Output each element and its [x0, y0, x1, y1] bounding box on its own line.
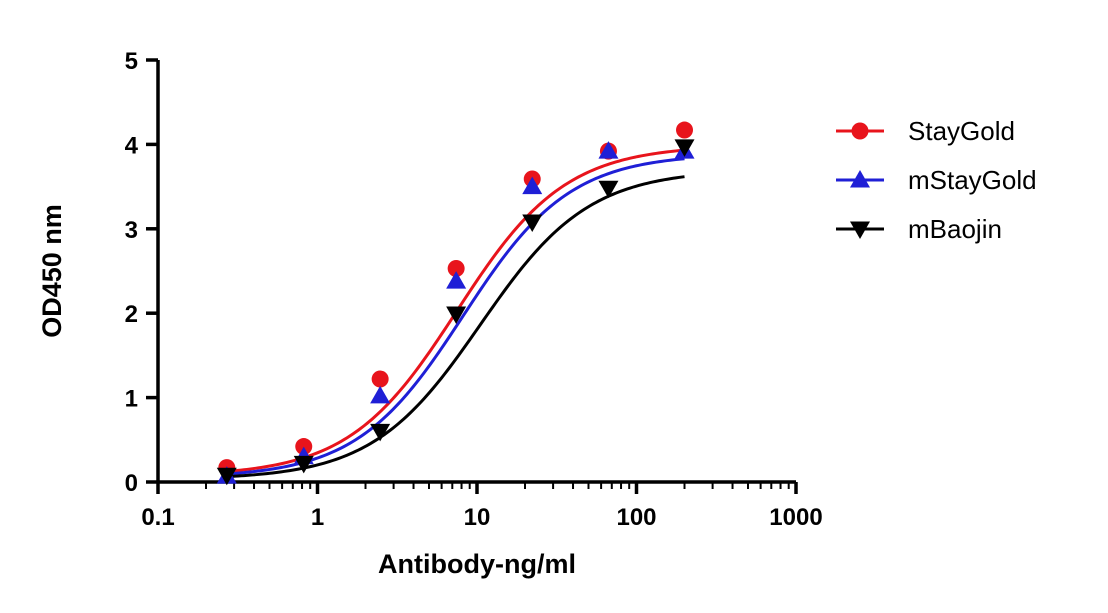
legend-label-mstaygold: mStayGold — [908, 165, 1037, 195]
data-point-mstaygold — [370, 385, 391, 404]
y-tick-label: 4 — [125, 132, 139, 159]
x-axis-title: Antibody-ng/ml — [378, 549, 576, 579]
y-tick-label: 0 — [125, 470, 138, 497]
x-tick-label: 1 — [311, 504, 324, 531]
data-point-staygold — [447, 259, 465, 277]
y-tick-label: 1 — [125, 386, 138, 413]
legend-marker-staygold — [851, 122, 869, 140]
legend-label-mbaojin: mBaojin — [908, 214, 1002, 244]
data-point-staygold — [676, 121, 694, 139]
data-point-mbaojin — [293, 455, 314, 474]
data-point-mstaygold — [598, 141, 619, 159]
data-points — [216, 121, 695, 486]
axes: 0 1 2 3 4 5 0.1 1 10 100 1000 — [125, 48, 823, 531]
data-point-staygold — [295, 438, 313, 456]
legend-marker-mbaojin — [850, 221, 870, 239]
legend: StayGold mStayGold mBaojin — [836, 116, 1037, 244]
y-tick-label: 2 — [125, 301, 138, 328]
y-axis-title: OD450 nm — [37, 204, 67, 338]
data-point-mbaojin — [674, 139, 695, 157]
data-point-mbaojin — [370, 423, 391, 442]
x-tick-label: 100 — [616, 504, 656, 531]
x-tick-label: 1000 — [769, 504, 822, 531]
data-point-mbaojin — [522, 214, 543, 233]
y-tick-label: 3 — [125, 217, 138, 244]
legend-label-staygold: StayGold — [908, 116, 1015, 146]
data-point-staygold — [371, 370, 389, 388]
x-tick-label: 0.1 — [141, 504, 174, 531]
data-point-mstaygold — [522, 176, 543, 195]
data-point-mbaojin — [216, 467, 237, 486]
y-tick-label: 5 — [125, 48, 138, 75]
data-point-mstaygold — [446, 271, 467, 289]
legend-marker-mstaygold — [850, 170, 870, 188]
x-tick-label: 10 — [464, 504, 491, 531]
data-point-mbaojin — [446, 306, 467, 325]
data-point-mbaojin — [598, 180, 619, 199]
